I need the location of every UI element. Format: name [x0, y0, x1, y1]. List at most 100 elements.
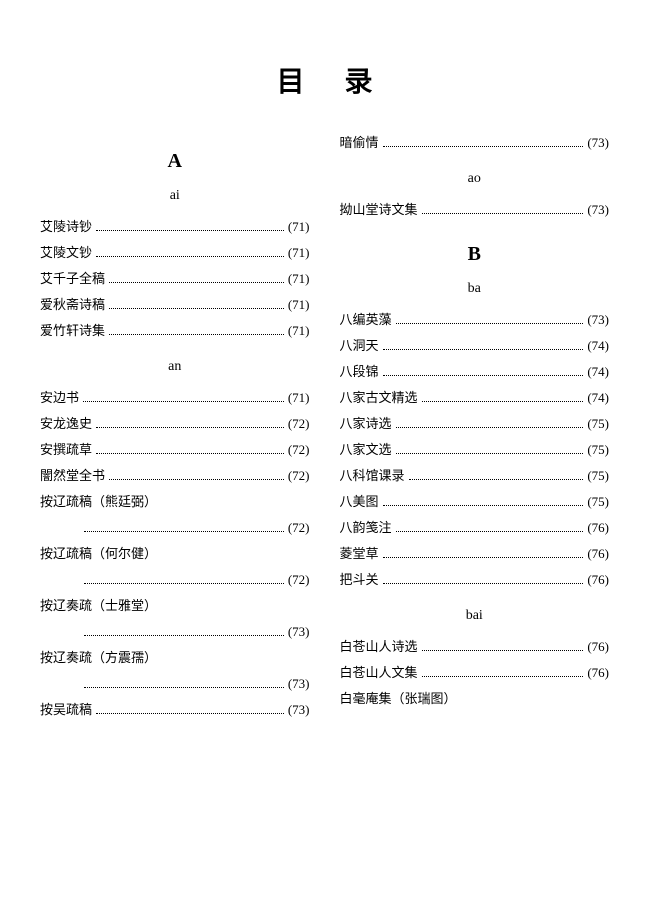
entry-page: (75) [587, 489, 609, 515]
entry-title: 艾陵诗钞 [40, 214, 92, 240]
toc-entry-continuation: (72) [40, 567, 310, 593]
leader-dots [396, 322, 584, 324]
toc-entry: 白毫庵集（张瑞图） [340, 686, 610, 712]
toc-entry: 菱堂草(76) [340, 541, 610, 567]
leader-dots [396, 426, 584, 428]
pinyin-an: an [40, 359, 310, 375]
entry-page: (73) [587, 197, 609, 223]
section-letter-b: B [340, 243, 610, 266]
leader-dots [109, 307, 284, 309]
columns-wrapper: A ai 艾陵诗钞(71) 艾陵文钞(71) 艾千子全稿(71) 爱秋斋诗稿(7… [40, 130, 609, 723]
pinyin-ba: ba [340, 281, 610, 297]
toc-entry: 艾陵诗钞 (71) [40, 214, 310, 240]
toc-entry: 白苍山人诗选(76) [340, 634, 610, 660]
leader-dots [383, 145, 584, 147]
entry-page: (71) [288, 214, 310, 240]
entry-title: 按辽疏稿（熊廷弼） [40, 489, 157, 515]
leader-dots [84, 582, 284, 584]
toc-entry: 安边书 (71) [40, 385, 310, 411]
entry-title: 菱堂草 [340, 541, 379, 567]
toc-entry: 八洞天 (74) [340, 333, 610, 359]
toc-entry: 八科馆课录(75) [340, 463, 610, 489]
entry-page: (76) [587, 515, 609, 541]
entry-page: (71) [288, 385, 310, 411]
entry-title: 艾千子全稿 [40, 266, 105, 292]
entry-page: (73) [288, 671, 310, 697]
entry-page: (73) [288, 619, 310, 645]
section-letter-a: A [40, 150, 310, 173]
entry-title: 安龙逸史 [40, 411, 92, 437]
toc-entry-continuation: (73) [40, 619, 310, 645]
entry-title: 按辽奏疏（士雅堂） [40, 593, 157, 619]
toc-entry: 拗山堂诗文集(73) [340, 197, 610, 223]
toc-entry-continuation: (72) [40, 515, 310, 541]
entry-page: (72) [288, 463, 310, 489]
leader-dots [84, 634, 284, 636]
entry-title: 安撰疏草 [40, 437, 92, 463]
leader-dots [396, 530, 584, 532]
entry-title: 按吴疏稿 [40, 697, 92, 723]
leader-dots [383, 556, 584, 558]
entry-page: (73) [587, 130, 609, 156]
toc-entry: 按辽奏疏（方震孺） [40, 645, 310, 671]
entry-title: 八洞天 [340, 333, 379, 359]
leader-dots [84, 530, 284, 532]
pinyin-ai: ai [40, 188, 310, 204]
entry-title: 按辽奏疏（方震孺） [40, 645, 157, 671]
left-column: A ai 艾陵诗钞(71) 艾陵文钞(71) 艾千子全稿(71) 爱秋斋诗稿(7… [40, 130, 310, 723]
right-column: 暗偷情(73) ao 拗山堂诗文集(73) B ba 八编英藻(73) 八洞天(… [340, 130, 610, 723]
entry-title: 八科馆课录 [340, 463, 405, 489]
entry-page: (72) [288, 437, 310, 463]
entry-title: 八家古文精选 [340, 385, 418, 411]
entry-page: (71) [288, 266, 310, 292]
toc-entry: 八美图 (75) [340, 489, 610, 515]
toc-entry: 按吴疏稿(73) [40, 697, 310, 723]
leader-dots [422, 212, 584, 214]
entry-title: 白苍山人诗选 [340, 634, 418, 660]
entry-title: 爱竹轩诗集 [40, 318, 105, 344]
leader-dots [409, 478, 584, 480]
entry-page: (71) [288, 292, 310, 318]
entry-title: 白毫庵集（张瑞图） [340, 686, 457, 712]
entry-title: 按辽疏稿（何尔健） [40, 541, 157, 567]
leader-dots [96, 452, 284, 454]
entry-page: (71) [288, 318, 310, 344]
entry-page: (71) [288, 240, 310, 266]
leader-dots [383, 504, 584, 506]
entry-page: (72) [288, 515, 310, 541]
toc-entry: 安龙逸史(72) [40, 411, 310, 437]
leader-dots [383, 374, 584, 376]
entry-title: 八美图 [340, 489, 379, 515]
entry-page: (73) [587, 307, 609, 333]
leader-dots [383, 582, 584, 584]
entry-title: 把斗关 [340, 567, 379, 593]
entry-title: 暗偷情 [340, 130, 379, 156]
entry-page: (75) [587, 411, 609, 437]
entry-title: 八韵笺注 [340, 515, 392, 541]
toc-entry: 暗偷情 (73) [340, 130, 610, 156]
toc-entry: 白苍山人文集 (76) [340, 660, 610, 686]
toc-entry: 八段锦(74) [340, 359, 610, 385]
toc-entry: 安撰疏草 (72) [40, 437, 310, 463]
leader-dots [422, 400, 584, 402]
entry-title: 八编英藻 [340, 307, 392, 333]
toc-entry-continuation: (73) [40, 671, 310, 697]
entry-page: (74) [587, 385, 609, 411]
page-title: 目录 [40, 60, 609, 100]
entry-title: 安边书 [40, 385, 79, 411]
entry-title: 爱秋斋诗稿 [40, 292, 105, 318]
pinyin-bai: bai [340, 608, 610, 624]
toc-entry: 按辽疏稿（何尔健） [40, 541, 310, 567]
leader-dots [96, 426, 284, 428]
toc-entry: 八编英藻 (73) [340, 307, 610, 333]
entry-title: 白苍山人文集 [340, 660, 418, 686]
toc-entry: 闇然堂全书(72) [40, 463, 310, 489]
toc-entry: 爱竹轩诗集 (71) [40, 318, 310, 344]
leader-dots [109, 478, 284, 480]
entry-page: (74) [587, 333, 609, 359]
entry-page: (76) [587, 660, 609, 686]
leader-dots [422, 675, 584, 677]
leader-dots [396, 452, 584, 454]
toc-entry: 按辽疏稿（熊廷弼） [40, 489, 310, 515]
toc-entry: 八家诗选(75) [340, 411, 610, 437]
